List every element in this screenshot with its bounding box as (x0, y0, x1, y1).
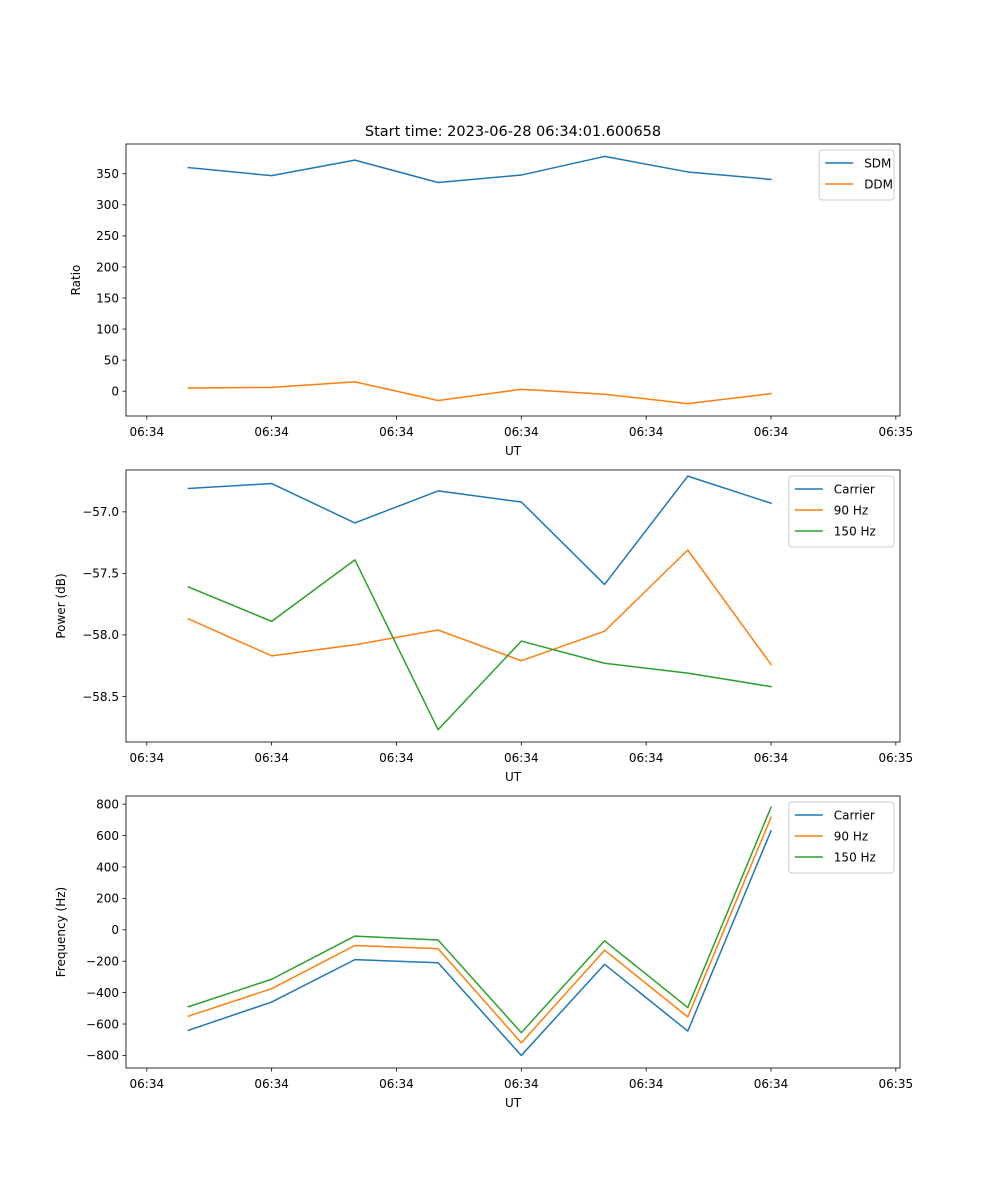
chart1-series-ddm-line (187, 381, 772, 405)
chart2-legend-label-150-hz: 150 Hz (834, 525, 876, 539)
chart1-group: 06:34 06:34 06:34 06:34 06:34 06:34 06:35 0 50 10… (69, 143, 914, 458)
chart3-series-carrier-line (187, 829, 772, 1057)
chart1-y-tick-label: 0 (111, 384, 119, 398)
chart3-group: 06:34 06:34 06:34 06:34 06:34 06:34 06:35 −800 −… (54, 795, 914, 1110)
chart2-y-axis-label: Power (dB) (54, 573, 68, 638)
chart3-legend-label-carrier: Carrier (834, 809, 875, 823)
chart3-legend-box (788, 801, 895, 874)
chart1-y-tick-label: 350 (96, 167, 119, 181)
chart2-x-tick-label: 06:34 (379, 751, 414, 765)
chart1-x-tick-label: 06:34 (504, 425, 539, 439)
chart3-y-tick-label: 0 (111, 923, 119, 937)
chart2-x-tick-label: 06:34 (130, 751, 165, 765)
chart2-series-carrier-line (187, 475, 772, 586)
chart3-legend: Carrier 90 Hz 150 Hz (788, 801, 895, 874)
chart3-series-90-hz-line (187, 816, 772, 1044)
chart2-y-tick-label: −58.5 (82, 690, 119, 704)
chart1-legend: SDM DDM (818, 149, 895, 201)
chart1-x-tick-label: 06:34 (254, 425, 289, 439)
chart3-legend-label-150-hz: 150 Hz (834, 851, 876, 865)
chart2-x-tick-label: 06:34 (504, 751, 539, 765)
chart3-y-tick-label: 200 (96, 892, 119, 906)
chart1-y-tick-label: 250 (96, 229, 119, 243)
chart1-x-tick-label: 06:34 (629, 425, 664, 439)
chart3-y-tick-label: −800 (86, 1049, 119, 1063)
chart3-x-tick-label: 06:34 (379, 1077, 414, 1091)
chart2-x-tick-label: 06:35 (879, 751, 914, 765)
chart3-y-tick-label: −600 (86, 1017, 119, 1031)
chart3-series-150-hz-line (187, 806, 772, 1034)
chart2-y-tick-label: −58.0 (82, 628, 119, 642)
chart2-axes-frame (125, 469, 901, 743)
chart1-y-axis-label: Ratio (69, 265, 83, 296)
chart1-y-tick-label: 100 (96, 322, 119, 336)
chart1-x-tick-label: 06:34 (130, 425, 165, 439)
chart3-x-tick-label: 06:34 (504, 1077, 539, 1091)
chart2-legend-label-90-hz: 90 Hz (834, 504, 868, 518)
chart2-legend: Carrier 90 Hz 150 Hz (788, 475, 895, 548)
chart3-legend-label-90-hz: 90 Hz (834, 830, 868, 844)
chart2-series-90-hz-line (187, 549, 773, 666)
chart1-series-sdm-line (187, 155, 772, 184)
chart3-y-tick-label: −200 (86, 955, 119, 969)
chart3-x-tick-label: 06:34 (130, 1077, 165, 1091)
chart1-y-tick-label: 50 (104, 353, 119, 367)
chart3-y-tick-label: −400 (86, 986, 119, 1000)
chart1-legend-label-sdm: SDM (864, 157, 891, 171)
chart2-series-150-hz-line (187, 559, 772, 731)
chart3-x-axis-label: UT (505, 1096, 522, 1110)
chart1-x-tick-label: 06:34 (754, 425, 789, 439)
chart1-legend-label-ddm: DDM (864, 178, 893, 192)
chart3-x-tick-label: 06:34 (629, 1077, 664, 1091)
chart1-x-tick-label: 06:34 (379, 425, 414, 439)
chart3-x-tick-label: 06:34 (254, 1077, 289, 1091)
chart1-axes-frame (125, 143, 901, 417)
chart3-x-tick-label: 06:34 (754, 1077, 789, 1091)
chart2-x-tick-label: 06:34 (254, 751, 289, 765)
chart2-x-tick-label: 06:34 (629, 751, 664, 765)
chart3-y-tick-label: 400 (96, 860, 119, 874)
chart3-x-tick-label: 06:35 (879, 1077, 914, 1091)
chart1-y-tick-label: 200 (96, 260, 119, 274)
chart2-y-tick-label: −57.0 (82, 505, 119, 519)
chart2-legend-box (788, 475, 895, 548)
chart1-x-tick-label: 06:35 (879, 425, 914, 439)
chart2-x-axis-label: UT (505, 770, 522, 784)
chart1-y-tick-label: 300 (96, 198, 119, 212)
chart3-y-tick-label: 800 (96, 797, 119, 811)
chart1-x-axis-label: UT (505, 444, 522, 458)
chart2-y-tick-label: −57.5 (82, 567, 119, 581)
chart2-x-tick-label: 06:34 (754, 751, 789, 765)
chart3-y-tick-label: 600 (96, 829, 119, 843)
chart3-y-axis-label: Frequency (Hz) (54, 887, 68, 978)
figure-title: Start time: 2023-06-28 06:34:01.600658 (365, 124, 661, 140)
chart2-group: 06:34 06:34 06:34 06:34 06:34 06:34 06:35 −58.5… (54, 469, 914, 784)
chart1-y-tick-label: 150 (96, 291, 119, 305)
chart2-legend-label-carrier: Carrier (834, 483, 875, 497)
chart3-axes-frame (125, 795, 901, 1069)
